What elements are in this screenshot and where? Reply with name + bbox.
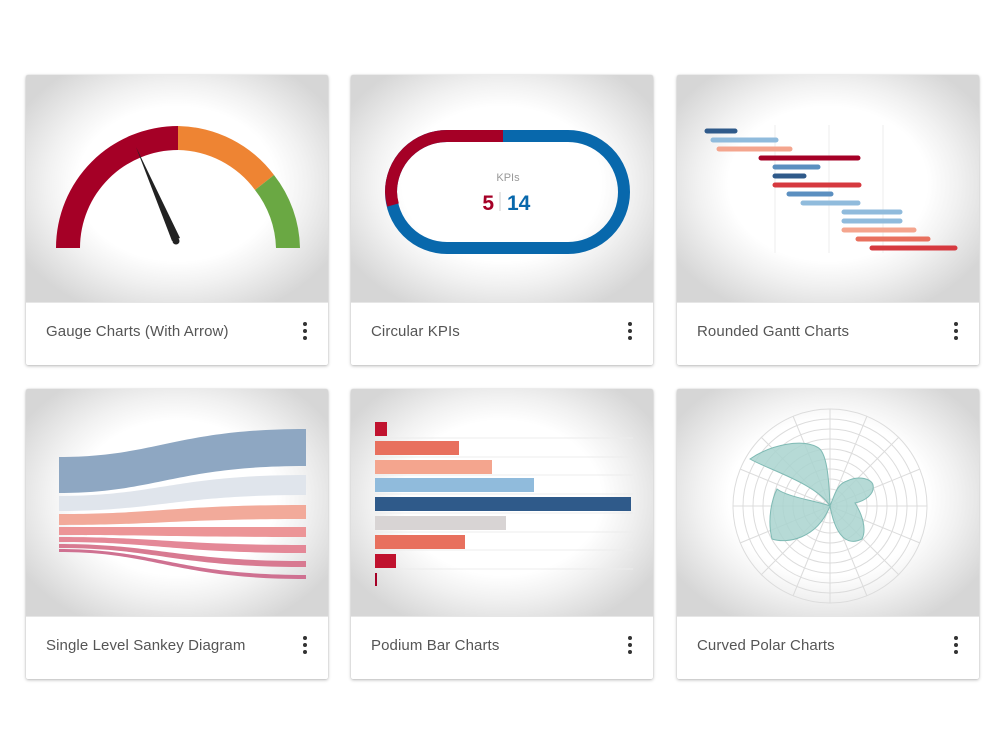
more-vertical-icon[interactable]: [619, 631, 641, 659]
card-title: Rounded Gantt Charts: [697, 323, 850, 340]
more-vertical-icon[interactable]: [294, 631, 316, 659]
more-vertical-icon[interactable]: [619, 317, 641, 345]
card-rounded-gantt[interactable]: Rounded Gantt Charts: [677, 75, 979, 365]
card-gauge-charts[interactable]: Gauge Charts (With Arrow): [26, 75, 328, 365]
kpi-right-value: 14: [507, 192, 531, 215]
kpi-left-value: 5: [482, 192, 494, 215]
card-title: Single Level Sankey Diagram: [46, 637, 246, 654]
card-title: Curved Polar Charts: [697, 637, 835, 654]
gantt-chart-thumbnail[interactable]: [677, 75, 979, 303]
gauge-chart-thumbnail[interactable]: [26, 75, 328, 303]
card-curved-polar[interactable]: Curved Polar Charts: [677, 389, 979, 679]
more-vertical-icon[interactable]: [294, 317, 316, 345]
more-vertical-icon[interactable]: [945, 317, 967, 345]
card-title: Podium Bar Charts: [371, 637, 500, 654]
polar-chart-thumbnail[interactable]: [677, 389, 979, 617]
card-podium-bar[interactable]: Podium Bar Charts: [351, 389, 653, 679]
circular-kpi-thumbnail[interactable]: KPIs 5 14: [351, 75, 653, 303]
card-sankey-diagram[interactable]: Single Level Sankey Diagram: [26, 389, 328, 679]
card-circular-kpis[interactable]: KPIs 5 14 Circular KPIs: [351, 75, 653, 365]
kpi-label: KPIs: [496, 172, 520, 184]
card-title: Gauge Charts (With Arrow): [46, 323, 229, 340]
podium-bar-thumbnail[interactable]: [351, 389, 653, 617]
sankey-diagram-thumbnail[interactable]: [26, 389, 328, 617]
card-title: Circular KPIs: [371, 323, 460, 340]
more-vertical-icon[interactable]: [945, 631, 967, 659]
